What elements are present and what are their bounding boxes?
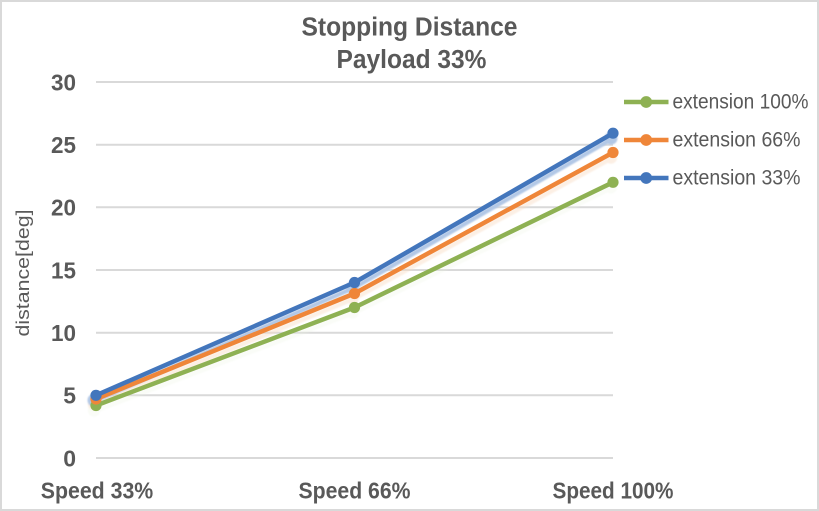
svg-text:extension 66%: extension 66%: [673, 127, 801, 151]
svg-text:distance[deg]: distance[deg]: [13, 210, 33, 337]
svg-text:10: 10: [51, 320, 76, 346]
svg-text:25: 25: [51, 132, 76, 158]
svg-text:Payload 33%: Payload 33%: [337, 46, 487, 74]
svg-text:Speed 66%: Speed 66%: [299, 477, 411, 503]
svg-text:0: 0: [63, 445, 76, 471]
svg-text:30: 30: [51, 69, 76, 95]
svg-text:Speed 33%: Speed 33%: [41, 477, 154, 503]
svg-text:Speed 100%: Speed 100%: [553, 477, 674, 503]
svg-text:Stopping Distance: Stopping Distance: [302, 13, 518, 41]
svg-text:5: 5: [63, 383, 76, 409]
svg-text:20: 20: [51, 195, 76, 221]
svg-text:extension 100%: extension 100%: [673, 89, 809, 113]
svg-text:15: 15: [51, 257, 76, 283]
svg-text:extension 33%: extension 33%: [673, 165, 801, 189]
